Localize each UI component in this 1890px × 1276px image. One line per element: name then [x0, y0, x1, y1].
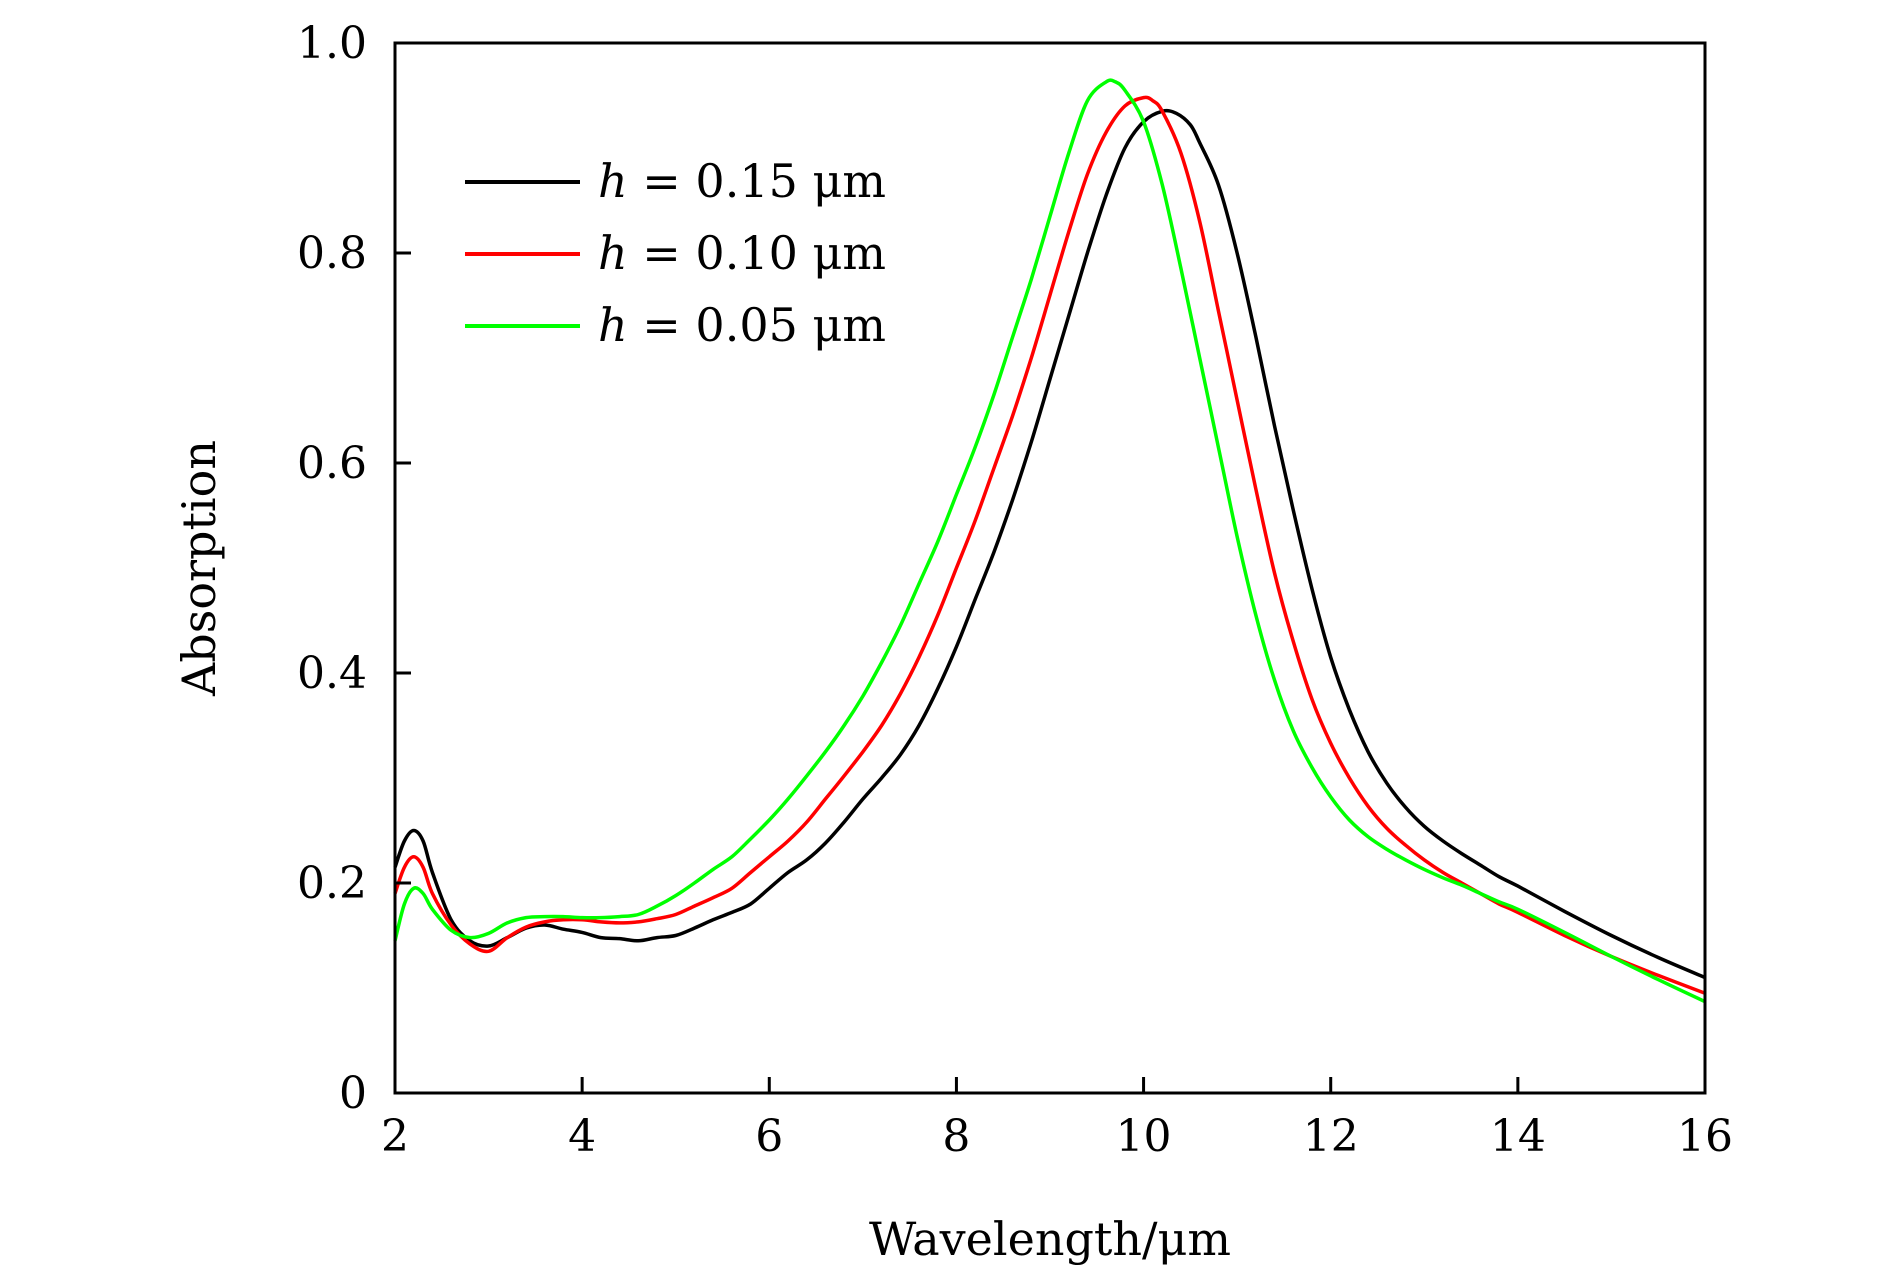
x-tick-label-1: 4 — [568, 1111, 596, 1162]
y-tick-label-0: 0 — [339, 1068, 367, 1119]
x-tick-label-0: 2 — [381, 1111, 409, 1162]
curves-layer — [393, 78, 1706, 1004]
x-tick-label-4: 10 — [1116, 1111, 1172, 1162]
y-tick-label-2: 0.4 — [297, 648, 367, 699]
y-tick-label-3: 0.6 — [297, 438, 367, 489]
legend-label-2: h = 0.05 μm — [598, 298, 886, 352]
ticks-layer: 2 4 6 8 10 12 14 16 0 0.2 0.4 0.6 0.8 1.0 — [297, 18, 1733, 1162]
y-tick-label-5: 1.0 — [297, 18, 367, 69]
series-line-2 — [393, 78, 1706, 1004]
legend-label-1: h = 0.10 μm — [598, 226, 886, 280]
x-tick-label-7: 16 — [1677, 1111, 1733, 1162]
x-tick-label-2: 6 — [755, 1111, 783, 1162]
x-tick-label-5: 12 — [1303, 1111, 1359, 1162]
legend: h = 0.15 μm h = 0.10 μm h = 0.05 μm — [465, 154, 886, 352]
y-tick-label-4: 0.8 — [297, 228, 367, 279]
plot-frame — [393, 41, 1707, 1095]
x-axis-title: Wavelength/μm — [869, 1212, 1231, 1266]
x-tick-label-3: 8 — [942, 1111, 970, 1162]
series-line-1 — [393, 95, 1706, 995]
y-axis-title: Absorption — [172, 440, 226, 697]
series-line-0 — [393, 108, 1706, 980]
y-tick-label-1: 0.2 — [297, 858, 367, 909]
legend-label-0: h = 0.15 μm — [598, 154, 886, 208]
x-tick-label-6: 14 — [1490, 1111, 1546, 1162]
